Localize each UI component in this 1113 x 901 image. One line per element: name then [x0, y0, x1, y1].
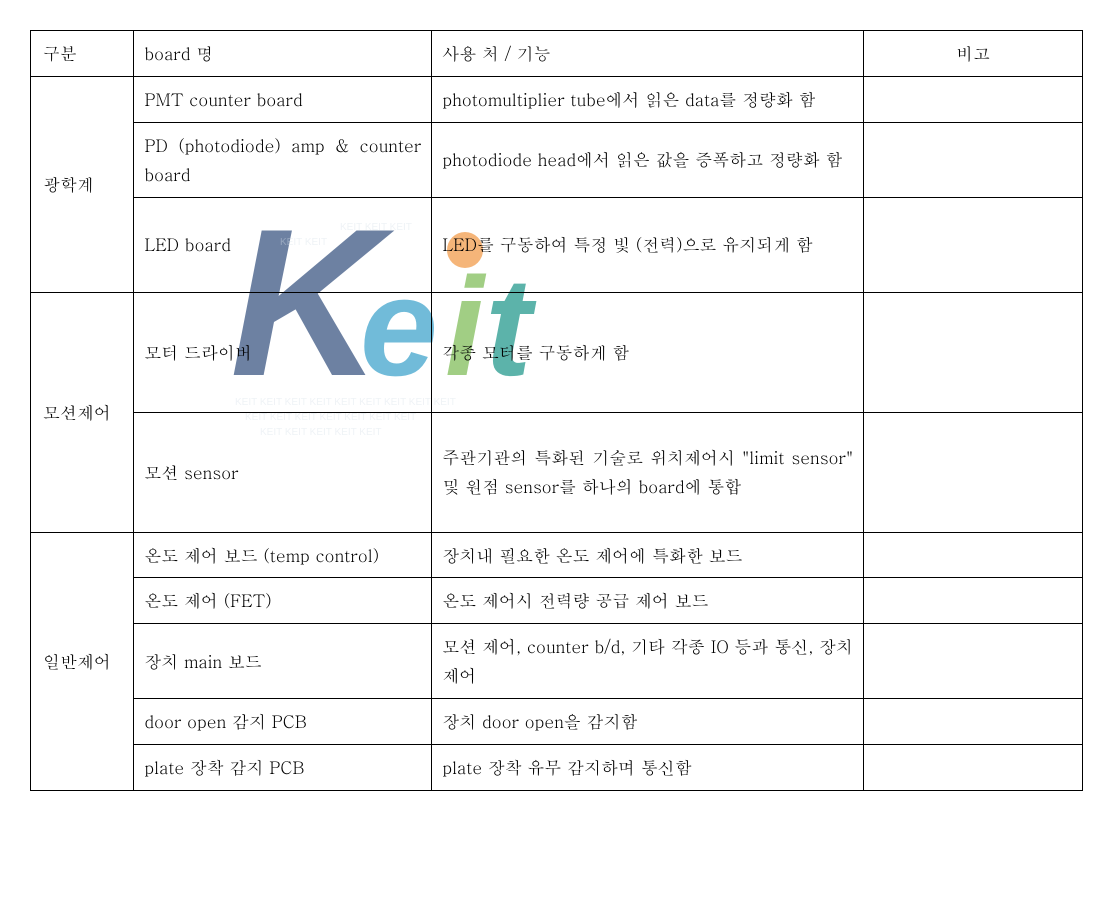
table-row: LED board LED를 구동하여 특정 빛 (전력)으로 유지되게 함 — [31, 197, 1083, 292]
category-cell: 일반제어 — [31, 532, 134, 790]
board-cell: PMT counter board — [134, 76, 432, 122]
board-cell: 모터 드라이버 — [134, 292, 432, 412]
table-row: 일반제어 온도 제어 보드 (temp control) 장치내 필요한 온도 … — [31, 532, 1083, 578]
note-cell — [864, 578, 1083, 624]
table-header-row: 구분 board 명 사용 처 / 기능 비고 — [31, 31, 1083, 77]
category-cell: 광학계 — [31, 76, 134, 292]
usage-cell: 모션 제어, counter b/d, 기타 각종 IO 등과 통신, 장치 제… — [432, 624, 864, 699]
usage-cell: 주관기관의 특화된 기술로 위치제어시 "limit sensor" 및 원점 … — [432, 412, 864, 532]
board-cell: PD (photodiode) amp & counter board — [134, 122, 432, 197]
usage-cell: 장치 door open을 감지함 — [432, 699, 864, 745]
board-cell: 온도 제어 (FET) — [134, 578, 432, 624]
header-usage: 사용 처 / 기능 — [432, 31, 864, 77]
usage-cell: 장치내 필요한 온도 제어에 특화한 보드 — [432, 532, 864, 578]
board-cell: 모션 sensor — [134, 412, 432, 532]
note-cell — [864, 745, 1083, 791]
usage-cell: 온도 제어시 전력량 공급 제어 보드 — [432, 578, 864, 624]
note-cell — [864, 532, 1083, 578]
category-cell: 모션제어 — [31, 292, 134, 532]
note-cell — [864, 412, 1083, 532]
note-cell — [864, 292, 1083, 412]
board-cell: 온도 제어 보드 (temp control) — [134, 532, 432, 578]
table-row: 광학계 PMT counter board photomultiplier tu… — [31, 76, 1083, 122]
board-cell: 장치 main 보드 — [134, 624, 432, 699]
board-spec-table: 구분 board 명 사용 처 / 기능 비고 광학계 PMT counter … — [30, 30, 1083, 791]
table-row: 모션제어 모터 드라이버 각종 모터를 구동하게 함 — [31, 292, 1083, 412]
usage-cell: photodiode head에서 읽은 값을 증폭하고 정량화 함 — [432, 122, 864, 197]
note-cell — [864, 624, 1083, 699]
usage-cell: 각종 모터를 구동하게 함 — [432, 292, 864, 412]
note-cell — [864, 122, 1083, 197]
table-row: plate 장착 감지 PCB plate 장착 유무 감지하며 통신함 — [31, 745, 1083, 791]
table-container: K e i t KEIT KEIT KEIT KEIT KEIT KEIT KE… — [30, 30, 1083, 791]
usage-cell: photomultiplier tube에서 읽은 data를 정량화 함 — [432, 76, 864, 122]
note-cell — [864, 197, 1083, 292]
table-row: 장치 main 보드 모션 제어, counter b/d, 기타 각종 IO … — [31, 624, 1083, 699]
table-row: door open 감지 PCB 장치 door open을 감지함 — [31, 699, 1083, 745]
header-board: board 명 — [134, 31, 432, 77]
note-cell — [864, 699, 1083, 745]
board-cell: door open 감지 PCB — [134, 699, 432, 745]
board-cell: plate 장착 감지 PCB — [134, 745, 432, 791]
table-row: 모션 sensor 주관기관의 특화된 기술로 위치제어시 "limit sen… — [31, 412, 1083, 532]
table-row: 온도 제어 (FET) 온도 제어시 전력량 공급 제어 보드 — [31, 578, 1083, 624]
note-cell — [864, 76, 1083, 122]
header-category: 구분 — [31, 31, 134, 77]
board-cell: LED board — [134, 197, 432, 292]
usage-cell: LED를 구동하여 특정 빛 (전력)으로 유지되게 함 — [432, 197, 864, 292]
table-row: PD (photodiode) amp & counter board phot… — [31, 122, 1083, 197]
usage-cell: plate 장착 유무 감지하며 통신함 — [432, 745, 864, 791]
header-note: 비고 — [864, 31, 1083, 77]
